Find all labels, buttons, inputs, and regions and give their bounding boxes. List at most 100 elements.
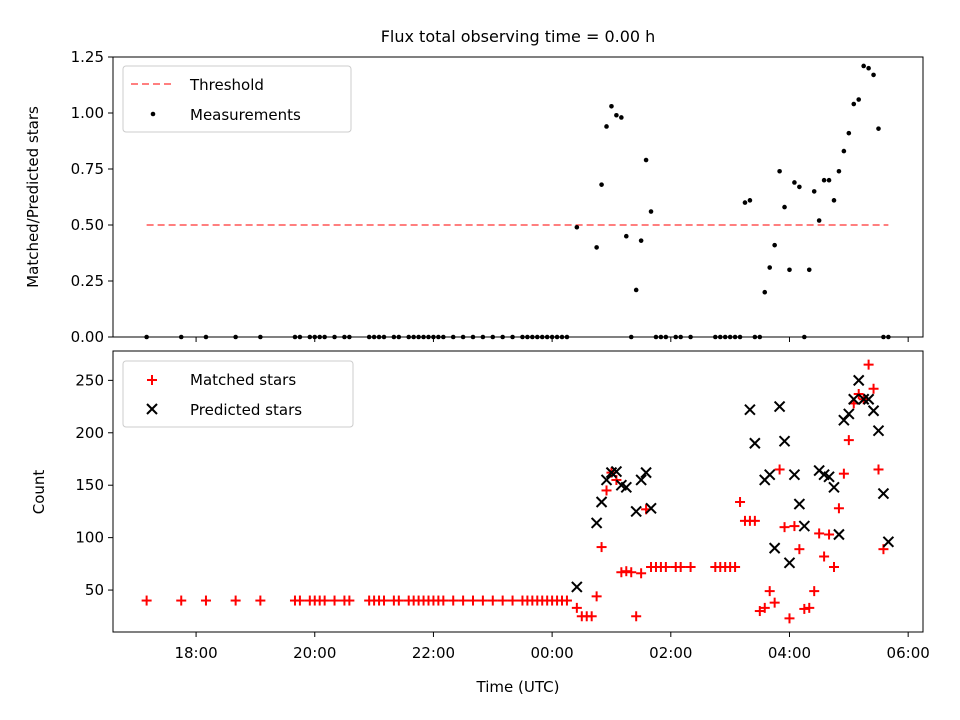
matched-star-point [769,597,780,608]
predicted-star-point [773,400,786,413]
measurement-point [722,334,728,340]
measurement-point [480,334,486,340]
x-tick-label: 02:00 [649,644,692,662]
measurement-point [841,148,847,154]
measurement-point [787,267,792,273]
predicted-star-point [645,502,657,514]
measurement-point [881,334,886,340]
legend: Threshold Measurements [122,65,352,133]
predicted-star-point [778,435,791,447]
measurement-point [797,184,802,190]
matched-star-point [749,515,760,526]
matched-star-point [176,595,187,606]
x-axis-ticks [195,337,909,342]
measurement-point [623,233,629,239]
measurement-point [633,287,639,293]
predicted-star-point [600,474,613,486]
legend-box [122,65,352,133]
measurement-point [747,198,753,203]
matched-star-point [759,602,770,613]
measurement-point [307,334,313,340]
legend-threshold-label: Threshold [189,76,264,94]
legend-measurement-swatch [150,111,156,117]
matched-star-point [794,544,805,555]
measurement-point [510,334,515,340]
x-tick-label: 20:00 [293,644,336,662]
matched-star-point [789,521,800,532]
measurement-point [663,334,669,340]
measurement-point [376,334,382,340]
matched-star-point [230,595,241,606]
matched-star-point [868,383,879,394]
predicted-star-point [853,374,865,387]
y-axis-label: Count [30,470,48,515]
measurement-point [762,289,768,295]
matched-star-point [819,551,830,562]
measurement-point [544,334,550,340]
measurement-point [713,334,718,340]
matched-star-point [843,435,854,446]
measurement-point [441,334,446,340]
matched-star-point [838,468,849,479]
measurement-point [426,334,431,340]
predicted-star-point [595,496,608,508]
measurement-point [757,334,763,340]
measurement-point [727,334,733,340]
measurement-point [717,334,723,340]
matched-star-point [814,528,825,539]
measurement-point [866,65,871,71]
predicted-star-point [857,393,870,405]
matched-star-point [636,568,647,579]
matched-star-point [487,595,498,606]
measurement-point [530,334,535,340]
measurement-point [332,334,337,340]
matched-star-point [616,567,627,578]
matched-star-point [863,359,874,370]
legend-measurement-label: Measurements [190,106,301,124]
matched-star-point [735,496,746,507]
measurement-point [604,124,609,129]
measurement-point [806,267,812,273]
matched-star-point [774,464,785,475]
measurement-point [599,182,604,187]
matched-star-point [344,595,355,606]
measurement-point [203,334,209,340]
x-tick-label: 18:00 [174,644,217,662]
chart-title: Flux total observing time = 0.00 h [381,27,656,46]
measurement-point [490,334,496,340]
measurement-point [371,334,377,340]
predicted-star-point [590,517,603,529]
measurement-point [752,334,758,340]
measurement-point [500,334,505,340]
predicted-star-point [620,481,633,494]
matched-star-point [393,595,404,606]
measurement-point [525,334,530,340]
measurement-point [470,334,476,340]
y-axis-ticks: 50 100 150 200 250 [75,371,113,599]
y-tick-label: 200 [75,424,104,442]
matched-star-point [873,464,884,475]
measurement-point [574,224,580,230]
matched-star-point [438,595,449,606]
legend-matched-swatch [147,375,157,385]
predicted-star-point [763,469,776,481]
measurement-point [381,334,387,340]
matched-star-point [828,561,839,572]
measurement-point [678,334,683,340]
plot-area [112,350,924,633]
measurement-point [802,334,807,340]
matched-star-point [294,595,305,606]
predicted-star-point [783,557,796,569]
predicted-star-point [833,528,845,541]
measurement-point [767,265,773,270]
measurement-point [366,334,372,340]
measurement-point [737,334,743,340]
measurement-point [460,334,466,340]
matched-star-point [779,522,790,533]
matched-star-point [571,602,582,613]
predicted-star-point [793,498,806,510]
count-panel: 50 100 150 200 250 18:00 20:00 22:00 00:00 02:00… [30,350,930,696]
y-axis-ticks: 0.00 0.25 0.50 0.75 1.00 1.25 [71,48,113,346]
predicted-star-point [862,393,875,405]
flux-ratio-panel: 0.00 0.25 0.50 0.75 1.00 1.25 Matched/Predict… [24,48,924,346]
